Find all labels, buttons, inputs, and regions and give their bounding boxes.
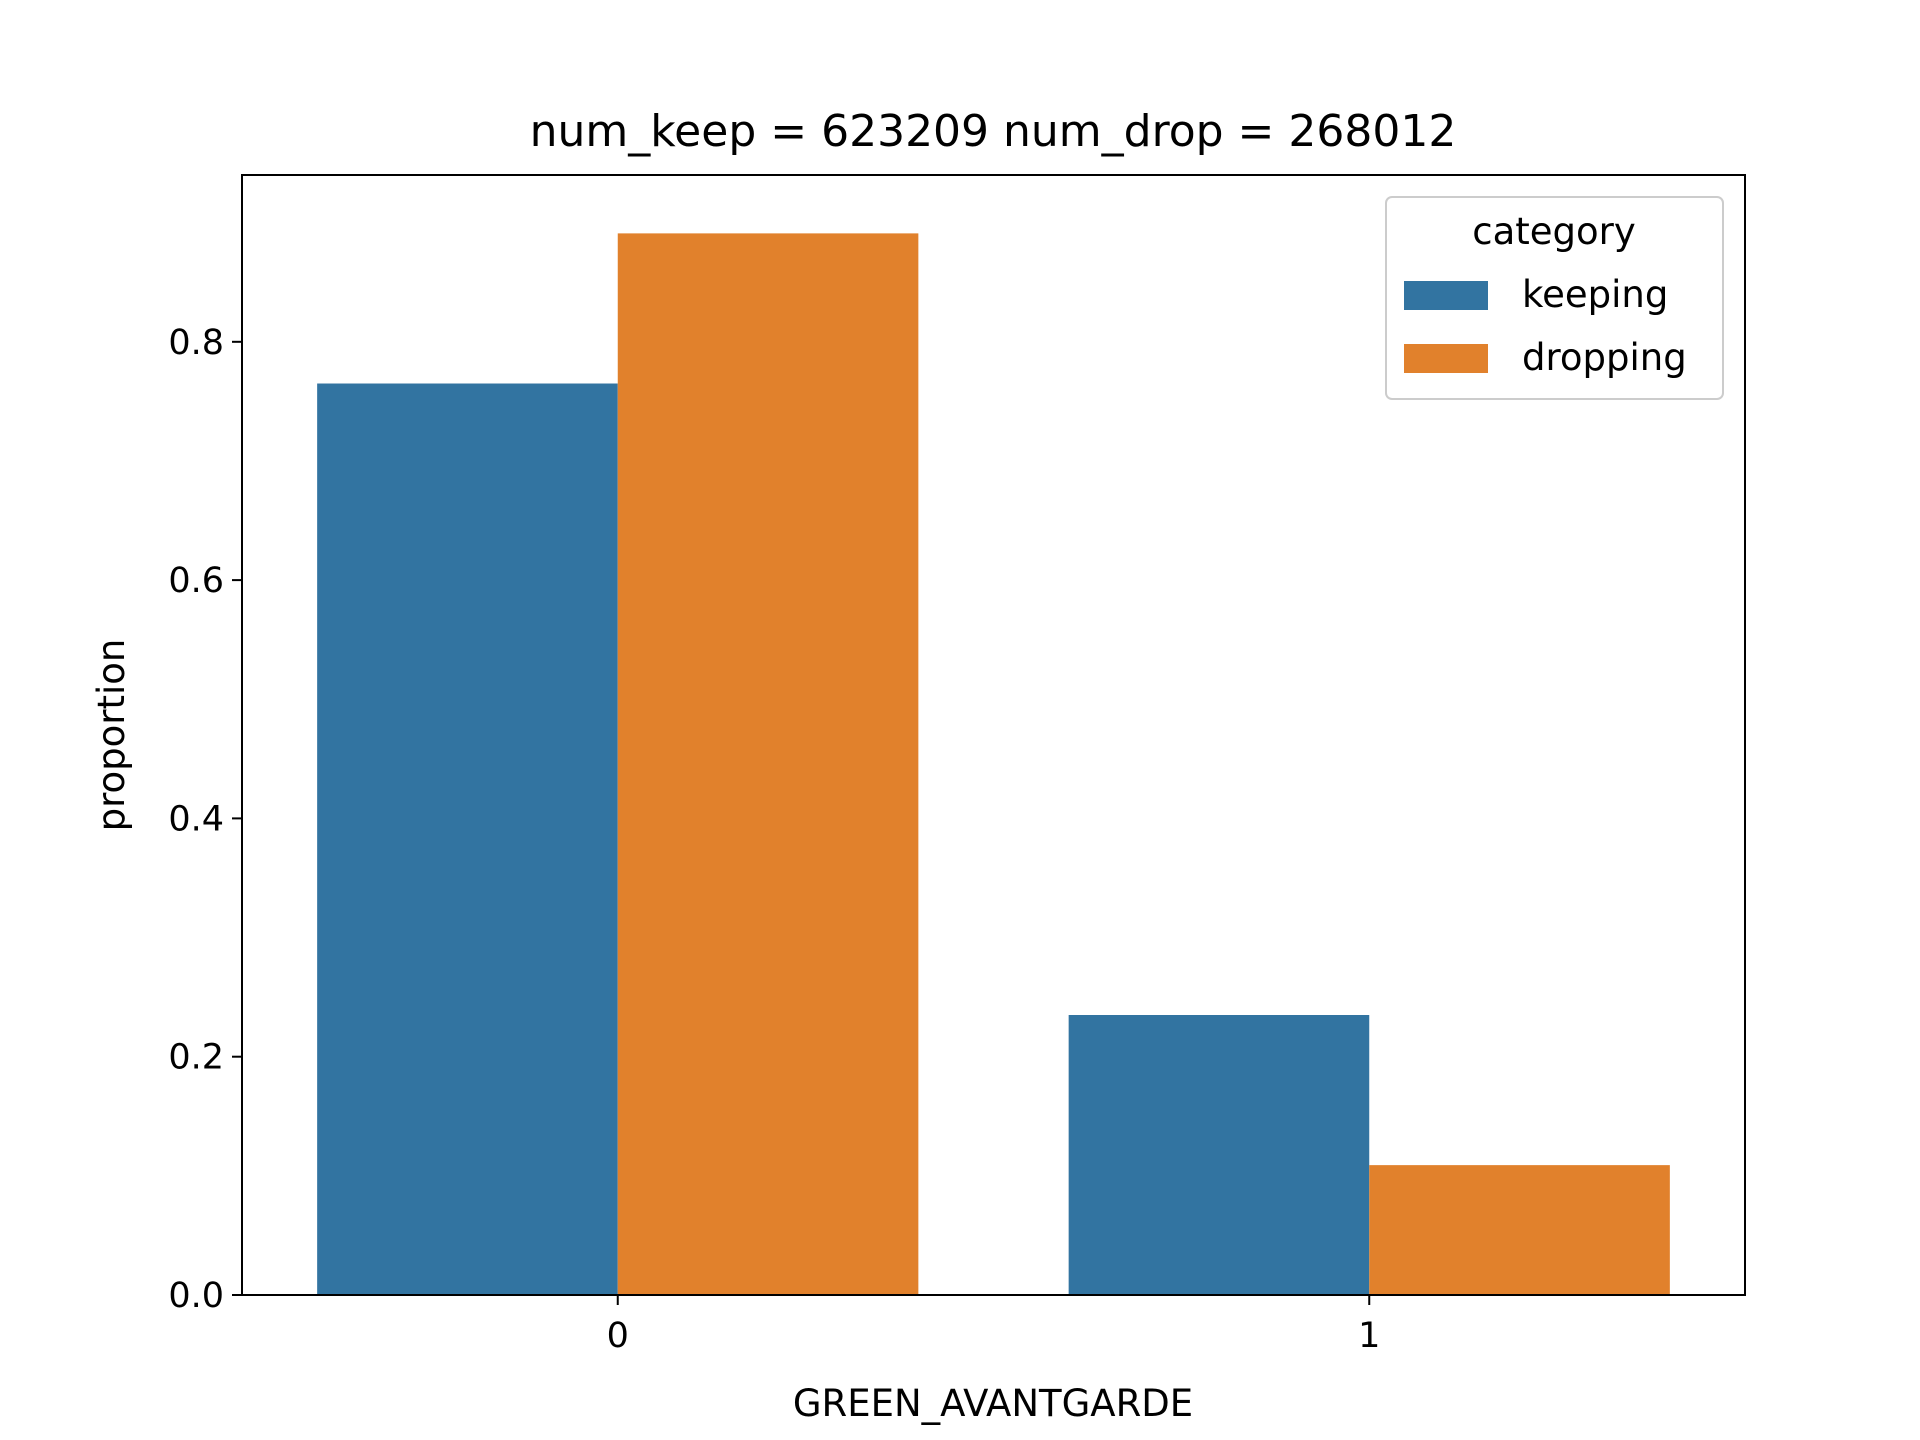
x-tick-label: 0 xyxy=(607,1316,629,1356)
y-tick-label: 0.8 xyxy=(168,323,224,363)
bar-dropping-1 xyxy=(1369,1165,1670,1295)
bars-group xyxy=(317,233,1670,1295)
legend-swatch-dropping xyxy=(1404,344,1488,373)
legend-title: category xyxy=(1472,210,1636,253)
y-tick-label: 0.6 xyxy=(168,561,224,601)
legend-label-dropping: dropping xyxy=(1522,336,1687,379)
y-tick-label: 0.4 xyxy=(168,799,224,839)
legend-swatch-keeping xyxy=(1404,281,1488,310)
chart-title: num_keep = 623209 num_drop = 268012 xyxy=(530,106,1457,157)
x-tick-label: 1 xyxy=(1358,1316,1380,1356)
bar-keeping-1 xyxy=(1068,1015,1370,1295)
bar-dropping-0 xyxy=(617,233,919,1295)
y-tick-label: 0.2 xyxy=(168,1038,224,1078)
bar-keeping-0 xyxy=(317,383,618,1295)
legend-label-keeping: keeping xyxy=(1522,273,1668,316)
y-axis-label: proportion xyxy=(90,639,133,832)
plot-frame xyxy=(241,174,1746,1296)
x-axis-label: GREEN_AVANTGARDE xyxy=(793,1382,1193,1425)
y-tick-label: 0.0 xyxy=(168,1276,224,1316)
legend: category keeping dropping xyxy=(1385,196,1724,400)
y-axis-ticks: 0.0 0.2 0.4 0.6 0.8 xyxy=(168,323,242,1316)
